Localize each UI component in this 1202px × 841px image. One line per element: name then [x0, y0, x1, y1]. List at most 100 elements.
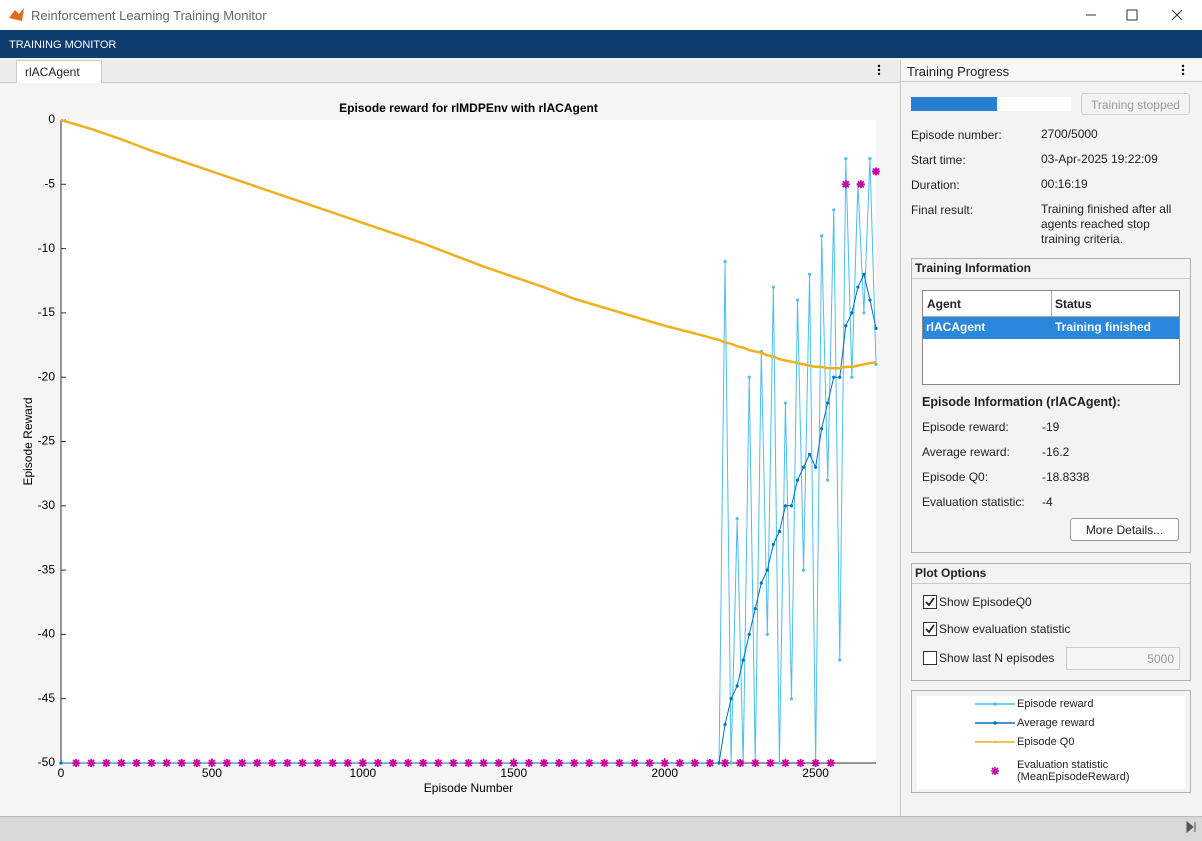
panel-menu[interactable]	[1179, 63, 1187, 79]
star-marker	[600, 759, 608, 767]
column-header[interactable]: Status	[1055, 297, 1092, 311]
point	[796, 298, 799, 301]
point	[832, 208, 835, 211]
star-marker	[374, 759, 382, 767]
episode-info-title: Episode Information (rlACAgent):	[922, 395, 1121, 409]
y-tick-label: -20	[38, 369, 56, 383]
point	[808, 273, 811, 276]
point	[862, 273, 865, 276]
star-marker	[570, 759, 578, 767]
agent-cell[interactable]: rlACAgent	[926, 320, 985, 334]
toolstrip	[0, 30, 1202, 58]
header-divider	[1051, 291, 1052, 316]
star-marker	[87, 759, 95, 767]
field-label: Episode reward:	[922, 420, 1009, 434]
point	[820, 427, 823, 430]
last-n-value[interactable]: 5000	[1147, 652, 1174, 666]
field-label: Episode number:	[911, 128, 1002, 142]
window-controls[interactable]	[1070, 0, 1202, 30]
star-marker	[117, 759, 125, 767]
point	[838, 376, 841, 379]
point	[850, 376, 853, 379]
point	[772, 286, 775, 289]
tab-label[interactable]: rlACAgent	[25, 65, 80, 79]
group-title: Plot Options	[915, 566, 986, 580]
point	[59, 761, 62, 764]
star-marker	[631, 759, 639, 767]
document-tab[interactable]: rlACAgent	[16, 60, 102, 83]
star-marker	[148, 759, 156, 767]
field-label: Duration:	[911, 178, 960, 192]
star-marker	[344, 759, 352, 767]
star-marker	[238, 759, 246, 767]
legend-label: Episode reward	[1017, 698, 1147, 710]
x-tick-label: 0	[58, 766, 65, 780]
star-marker	[419, 759, 427, 767]
point	[760, 581, 763, 584]
point	[748, 633, 751, 636]
app-icon	[8, 7, 26, 23]
checkbox-label[interactable]: Show evaluation statistic	[939, 622, 1070, 636]
toolstrip-title[interactable]: TRAINING MONITOR	[9, 39, 116, 51]
window-title: Reinforcement Learning Training Monitor	[31, 8, 267, 23]
star-marker	[314, 759, 322, 767]
legend-label: Episode Q0	[1017, 736, 1147, 748]
star-marker	[208, 759, 216, 767]
point	[826, 478, 829, 481]
point	[748, 376, 751, 379]
group-title: Training Information	[915, 261, 1031, 275]
field-label: Evaluation statistic:	[922, 495, 1025, 509]
star-marker	[872, 167, 880, 175]
star-marker	[751, 759, 759, 767]
status-bar	[0, 816, 1202, 841]
star-marker	[163, 759, 171, 767]
point	[850, 311, 853, 314]
x-tick-label: 1500	[500, 766, 527, 780]
status-cell[interactable]: Training finished	[1055, 320, 1151, 334]
point	[862, 311, 865, 314]
point	[790, 697, 793, 700]
status-toggle[interactable]	[1184, 820, 1198, 834]
stop-button[interactable]: Training stopped	[1081, 93, 1190, 115]
x-axis-label: Episode Number	[424, 781, 513, 795]
point	[844, 157, 847, 160]
star-marker	[812, 759, 820, 767]
point	[784, 401, 787, 404]
legend-label: Average reward	[1017, 717, 1147, 729]
star-marker	[540, 759, 548, 767]
star-marker	[661, 759, 669, 767]
x-tick-label: 500	[202, 766, 222, 780]
point	[723, 723, 726, 726]
point	[868, 298, 871, 301]
group-rule	[912, 278, 1190, 279]
star-marker	[797, 759, 805, 767]
checkbox-label[interactable]: Show EpisodeQ0	[939, 595, 1032, 609]
checkbox[interactable]	[923, 651, 937, 665]
star-marker	[766, 759, 774, 767]
last-n-input[interactable]: 5000	[1066, 647, 1180, 670]
column-header[interactable]: Agent	[927, 297, 961, 311]
point	[736, 684, 739, 687]
point	[717, 761, 720, 764]
star-marker	[132, 759, 140, 767]
point	[808, 453, 811, 456]
star-marker	[736, 759, 744, 767]
star-marker	[223, 759, 231, 767]
checkbox[interactable]	[923, 622, 937, 636]
star-marker	[706, 759, 714, 767]
star-marker	[268, 759, 276, 767]
point	[826, 401, 829, 404]
star-marker	[389, 759, 397, 767]
point	[742, 659, 745, 662]
checkbox[interactable]	[923, 595, 937, 609]
point	[778, 761, 781, 764]
star-marker	[676, 759, 684, 767]
legend-dot	[994, 741, 996, 743]
y-tick-label: -10	[38, 241, 56, 255]
more-details-button[interactable]: More Details...	[1070, 518, 1179, 541]
chart-title: Episode reward for rlMDPEnv with rlACAge…	[339, 101, 598, 115]
tab-menu[interactable]	[875, 63, 883, 79]
y-tick-label: -30	[38, 498, 56, 512]
point	[772, 543, 775, 546]
checkbox-label[interactable]: Show last N episodes	[939, 651, 1054, 665]
